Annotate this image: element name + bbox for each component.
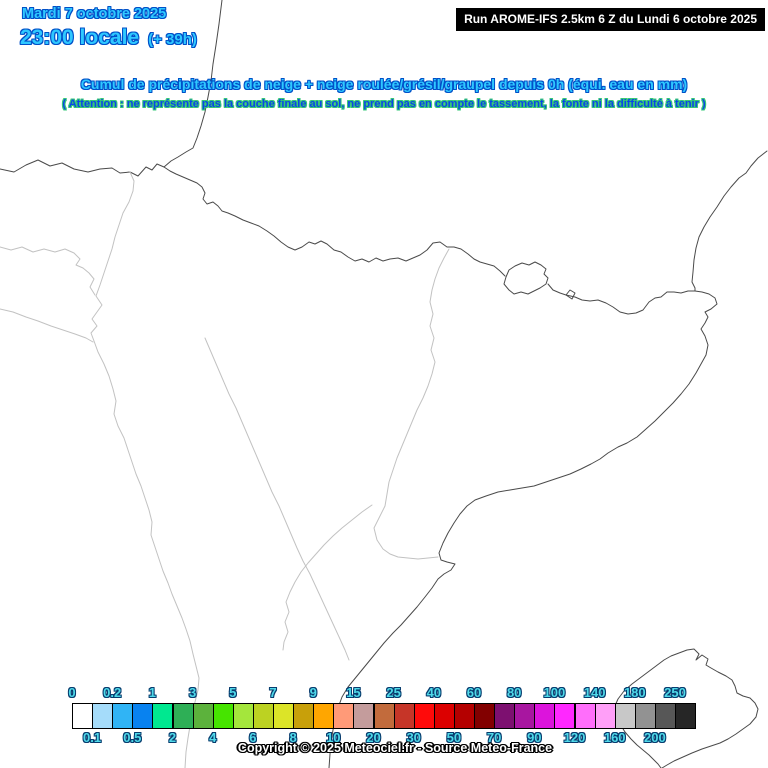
navarra-aragon-west-boundary [90, 171, 200, 768]
rioja-boundary-2 [0, 308, 94, 343]
catalonia-coastline [328, 290, 718, 768]
andorra-outline [503, 261, 549, 295]
french-atlantic-coastline [163, 0, 223, 168]
forecast-hour-offset: (+ 39h) [148, 31, 197, 48]
map-title: Cumul de précipitations de neige + neige… [80, 76, 688, 92]
forecast-time-value: 23:00 locale [20, 26, 140, 49]
copyright-notice: Copyright © 2025 Meteociel.fr - Source M… [237, 741, 553, 755]
map-warning-note: ( Attention : ne représente pas la couch… [62, 98, 706, 110]
french-mediterranean-coastline [691, 150, 768, 292]
forecast-time: 23:00 locale (+ 39h) [20, 26, 197, 50]
mallorca-north-coast [613, 648, 759, 768]
pyrenees-border [163, 166, 506, 277]
regional-boundaries [0, 171, 450, 768]
llivia-outline [565, 289, 576, 300]
north-spain-coastline [0, 159, 165, 177]
forecast-date: Mardi 7 octobre 2025 [22, 6, 167, 22]
pyrenees-border-east [547, 283, 696, 315]
central-boundary [204, 337, 350, 661]
aragon-catalonia-boundary [373, 248, 450, 560]
mallorca-west-coast [613, 707, 662, 768]
model-run-info: Run AROME-IFS 2.5km 6 Z du Lundi 6 octob… [456, 8, 765, 31]
rioja-boundary-1 [0, 246, 96, 296]
valencia-boundary [282, 504, 373, 651]
